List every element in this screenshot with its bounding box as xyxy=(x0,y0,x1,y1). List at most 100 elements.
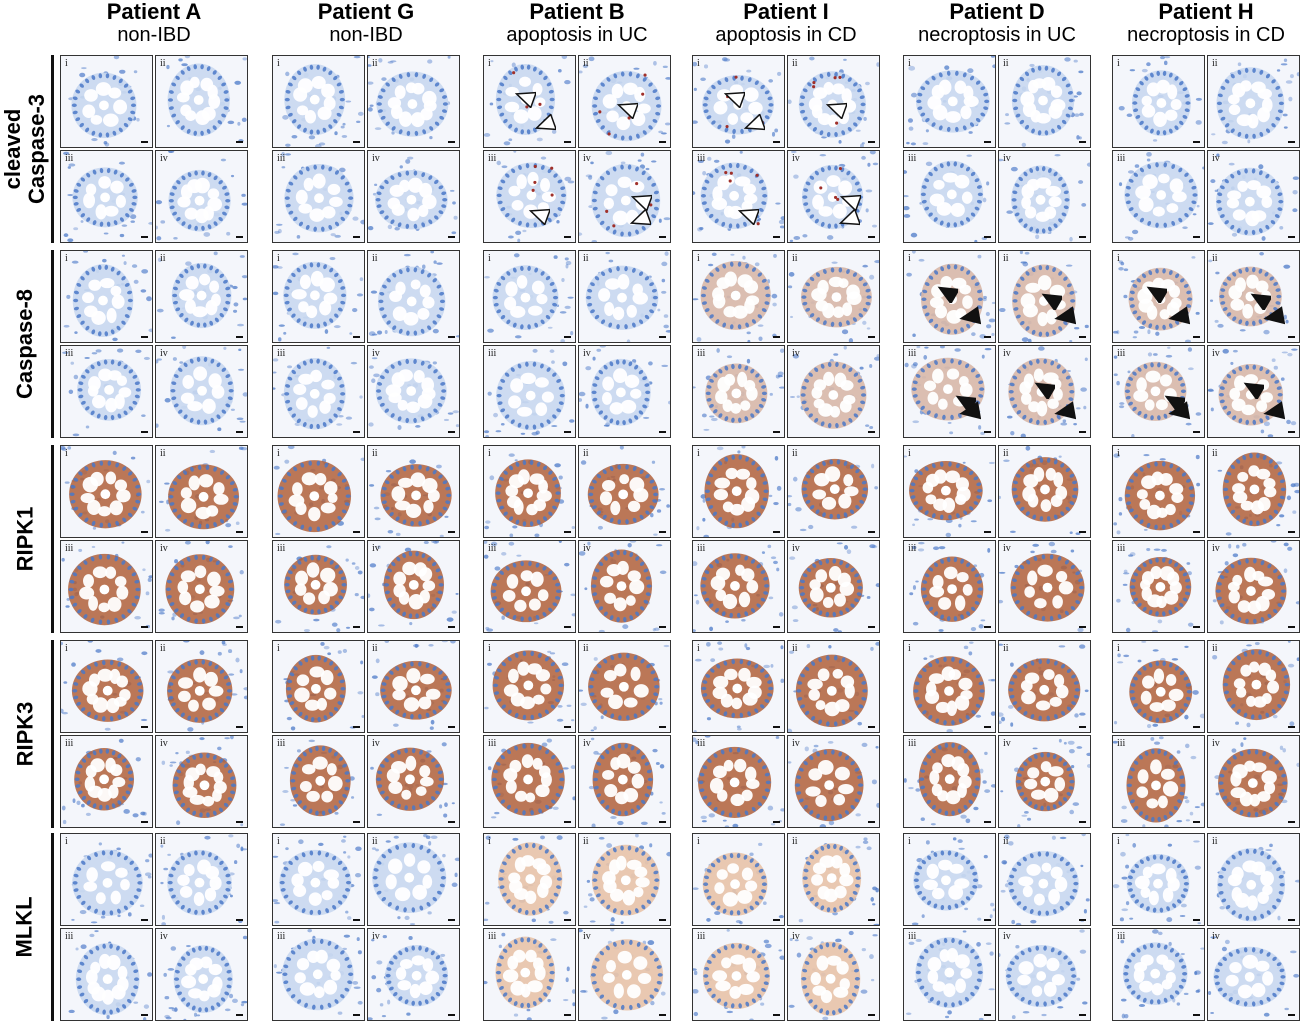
tissue-micrograph xyxy=(1113,446,1204,537)
micrograph-panel: iv xyxy=(1207,345,1300,438)
micrograph-panel: iv xyxy=(367,540,460,633)
open-arrowhead-icon xyxy=(825,102,847,119)
tissue-micrograph xyxy=(579,251,670,342)
tissue-micrograph xyxy=(788,446,879,537)
row-label-line2: RIPK3 xyxy=(12,701,38,767)
tissue-micrograph xyxy=(579,541,670,632)
scale-bar xyxy=(773,726,780,728)
panel-sublabel: iii xyxy=(1117,348,1126,359)
panel-sublabel: ii xyxy=(792,448,798,459)
panel-sublabel: iv xyxy=(792,738,800,749)
filled-arrowhead-icon xyxy=(1168,306,1190,325)
tissue-micrograph xyxy=(61,929,152,1020)
micrograph-panel: iii xyxy=(692,928,785,1021)
tissue-micrograph xyxy=(156,446,247,537)
scale-bar xyxy=(1288,431,1295,433)
row-label: MLKL xyxy=(0,833,50,1021)
scale-bar xyxy=(868,336,875,338)
scale-bar xyxy=(141,821,148,823)
tissue-micrograph xyxy=(61,641,152,732)
micrograph-panel: iii xyxy=(60,540,153,633)
scale-bar xyxy=(1288,336,1295,338)
tissue-micrograph xyxy=(1208,446,1299,537)
micrograph-panel: ii xyxy=(787,640,880,733)
scale-bar xyxy=(141,919,148,921)
micrograph-panel: ii xyxy=(998,250,1091,343)
tissue-micrograph xyxy=(368,541,459,632)
micrograph-panel: iii xyxy=(903,345,996,438)
micrograph-panel: ii xyxy=(1207,445,1300,538)
micrograph-panel: i xyxy=(903,55,996,148)
scale-bar xyxy=(353,626,360,628)
tissue-micrograph xyxy=(1113,929,1204,1020)
row-label: Caspase-8 xyxy=(0,250,50,438)
tissue-micrograph xyxy=(1208,736,1299,827)
scale-bar xyxy=(1288,726,1295,728)
row-divider-bar xyxy=(51,250,54,438)
filled-arrowhead-icon xyxy=(937,286,958,303)
scale-bar xyxy=(868,626,875,628)
scale-bar xyxy=(1079,336,1086,338)
tissue-micrograph xyxy=(904,151,995,242)
scale-bar xyxy=(353,531,360,533)
micrograph-panel: iii xyxy=(692,735,785,828)
tissue-micrograph xyxy=(484,541,575,632)
tissue-micrograph xyxy=(693,541,784,632)
scale-bar xyxy=(1193,431,1200,433)
panel-sublabel: i xyxy=(65,836,68,847)
tissue-micrograph xyxy=(1208,56,1299,147)
scale-bar xyxy=(659,141,666,143)
micrograph-panel: iv xyxy=(1207,150,1300,243)
micrograph-panel: iii xyxy=(272,735,365,828)
micrograph-panel: iv xyxy=(155,735,248,828)
panel-sublabel: iii xyxy=(277,153,286,164)
tissue-micrograph xyxy=(904,346,995,437)
micrograph-panel: iv xyxy=(578,735,671,828)
tissue-micrograph xyxy=(693,446,784,537)
patient-name: Patient D xyxy=(949,0,1045,24)
scale-bar xyxy=(1079,821,1086,823)
panel-sublabel: iii xyxy=(697,543,706,554)
panel-sublabel: ii xyxy=(160,448,166,459)
tissue-micrograph xyxy=(579,736,670,827)
scale-bar xyxy=(659,726,666,728)
scale-bar xyxy=(236,726,243,728)
panel-sublabel: ii xyxy=(160,58,166,69)
open-arrowhead-icon xyxy=(723,91,745,108)
tissue-micrograph xyxy=(788,641,879,732)
scale-bar xyxy=(1079,531,1086,533)
scale-bar xyxy=(868,531,875,533)
patient-description: apoptosis in CD xyxy=(715,24,857,46)
micrograph-panel: iii xyxy=(483,540,576,633)
scale-bar xyxy=(236,531,243,533)
filled-arrowhead-icon xyxy=(1054,401,1076,420)
tissue-micrograph xyxy=(156,151,247,242)
panel-sublabel: iii xyxy=(908,348,917,359)
open-arrowhead-icon xyxy=(743,114,765,131)
panel-sublabel: iv xyxy=(1212,931,1220,942)
micrograph-panel: iv xyxy=(155,928,248,1021)
panel-sublabel: iii xyxy=(908,931,917,942)
micrograph-panel: ii xyxy=(1207,55,1300,148)
panel-sublabel: ii xyxy=(792,58,798,69)
scale-bar xyxy=(1079,1014,1086,1016)
scale-bar xyxy=(448,141,455,143)
panel-sublabel: ii xyxy=(1212,836,1218,847)
micrograph-panel: i xyxy=(60,833,153,926)
panel-sublabel: ii xyxy=(160,253,166,264)
tissue-micrograph xyxy=(579,834,670,925)
scale-bar xyxy=(353,336,360,338)
micrograph-panel: iv xyxy=(998,928,1091,1021)
tissue-micrograph xyxy=(904,834,995,925)
scale-bar xyxy=(1193,236,1200,238)
patient-description: non-IBD xyxy=(329,24,403,46)
row-label-line2: Caspase-3 xyxy=(24,93,50,205)
tissue-micrograph xyxy=(693,736,784,827)
tissue-micrograph xyxy=(368,834,459,925)
scale-bar xyxy=(353,919,360,921)
tissue-micrograph xyxy=(156,251,247,342)
micrograph-panel: i xyxy=(903,640,996,733)
tissue-micrograph xyxy=(156,56,247,147)
panel-sublabel: i xyxy=(488,448,491,459)
